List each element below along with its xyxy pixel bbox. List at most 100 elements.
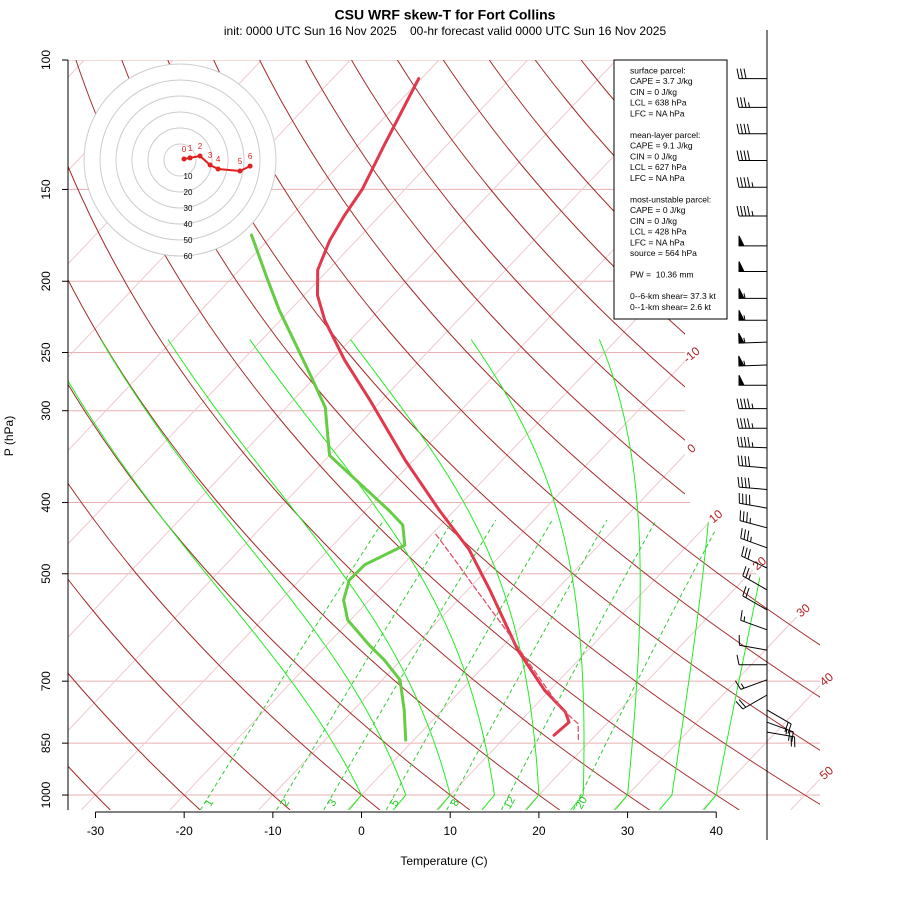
hodograph-ring-label: 30 (184, 204, 193, 213)
dry-adiabat (68, 60, 291, 810)
wind-barb (738, 288, 767, 299)
moist-adiabat (167, 339, 451, 810)
mixing-ratio-line (573, 519, 722, 810)
moist-adiabat (470, 339, 585, 810)
wind-barb (737, 455, 768, 469)
hodograph-point (247, 163, 253, 169)
hodograph-height-label: 4 (216, 155, 221, 164)
x-tick-label: 20 (532, 824, 546, 838)
hodograph-point (207, 162, 213, 168)
info-line: LFC = NA hPa (630, 237, 685, 247)
info-line: CIN = 0 J/kg (630, 216, 677, 226)
wind-barb (736, 418, 767, 429)
hodograph-ring-label: 20 (184, 188, 193, 197)
wind-barb (736, 654, 767, 666)
hodograph-ring (83, 63, 277, 257)
hodograph-height-label: 3 (208, 151, 213, 160)
info-line: LFC = NA hPa (630, 173, 685, 183)
wind-barb (742, 586, 768, 611)
info-line: LFC = NA hPa (630, 108, 685, 118)
info-line: LCL = 638 hPa (630, 98, 687, 108)
hodograph-ring (147, 127, 213, 193)
parcel-line (434, 532, 580, 741)
isotherm (612, 60, 820, 810)
dry-adiabat (68, 60, 471, 810)
dry-adiabat (213, 60, 820, 810)
mixing-ratio-label: 2 (279, 797, 292, 808)
hodograph-height-label: 2 (198, 142, 203, 151)
x-tick-label: -20 (175, 824, 193, 838)
info-line: source = 564 hPa (630, 248, 697, 258)
hodograph-ring (163, 143, 197, 177)
wind-barb (738, 310, 767, 321)
wind-barb (738, 235, 767, 247)
wind-barb (737, 476, 768, 490)
wind-barb (734, 679, 768, 690)
wind-barb (736, 398, 767, 410)
dry-adiabat (68, 60, 381, 810)
info-line: surface parcel: (630, 65, 686, 75)
isotherm (68, 60, 617, 810)
wind-barb (742, 566, 768, 591)
hodograph-ring-label: 60 (184, 252, 193, 261)
moist-adiabat (68, 339, 363, 810)
moist-adiabat (350, 339, 540, 810)
y-tick-label: 500 (39, 563, 53, 583)
isotherm (68, 60, 706, 810)
wind-barb (736, 123, 767, 135)
hodograph-height-label: 6 (248, 152, 253, 161)
hodograph-height-label: 1 (188, 144, 193, 153)
wind-barb (738, 355, 768, 367)
wind-barb (739, 510, 768, 529)
x-tick-label: 30 (621, 824, 635, 838)
info-line: CAPE = 3.7 J/kg (630, 76, 693, 86)
hodograph-point (181, 156, 187, 162)
hodograph-ring (115, 95, 245, 225)
mixing-ratio-line (323, 519, 497, 810)
wind-barb (766, 709, 792, 734)
wind-barb (738, 634, 768, 651)
info-line: 0--6-km shear= 37.3 kt (630, 291, 716, 301)
hodograph: 10 20 30 40 50 60 0 1 23 4 56 (83, 63, 277, 261)
y-tick-label: 400 (39, 492, 53, 512)
hodograph-ring (131, 111, 229, 209)
dry-adiabat (351, 60, 820, 810)
mixing-ratio-label: 20 (574, 795, 591, 812)
info-line: PW = 10.36 mm (630, 270, 694, 280)
x-tick-label: 10 (444, 824, 458, 838)
hodograph-height-label: 0 (182, 145, 187, 154)
moist-adiabat (598, 339, 641, 810)
hodograph-ring-label: 10 (184, 172, 193, 181)
dry-adiabat (488, 60, 820, 810)
hodograph-point (237, 168, 243, 174)
hodograph-point (215, 166, 221, 172)
x-tick-label: 0 (358, 824, 365, 838)
chart-subtitle: init: 0000 UTC Sun 16 Nov 2025 00-hr for… (224, 24, 667, 38)
y-tick-label: 850 (39, 733, 53, 753)
wind-barb (736, 177, 767, 188)
wind-barb (766, 731, 796, 748)
isotherm (68, 60, 529, 810)
info-box-frame (613, 59, 728, 320)
info-line: CAPE = 9.1 J/kg (630, 141, 693, 151)
x-tick-label: -10 (264, 824, 282, 838)
moist-adiabat (100, 339, 407, 810)
mixing-ratio-line (199, 519, 385, 810)
y-tick-label: 300 (39, 400, 53, 420)
mixing-ratio-line (446, 519, 608, 810)
y-tick-label: 700 (39, 671, 53, 691)
wind-barb (738, 332, 768, 344)
wind-barbs (734, 68, 796, 748)
info-line: CIN = 0 J/kg (630, 151, 677, 161)
info-line: CIN = 0 J/kg (630, 87, 677, 97)
mixing-ratio-label: 8 (449, 797, 462, 808)
profile-line (250, 233, 408, 742)
info-line: 0--1-km shear= 2.6 kt (630, 302, 712, 312)
isotherm (68, 60, 440, 810)
isotherm (524, 60, 820, 810)
dry-adiabat (68, 60, 201, 810)
x-axis-label: Temperature (C) (400, 854, 487, 868)
wind-barb (735, 694, 768, 710)
info-line: CAPE = 0 J/kg (630, 205, 686, 215)
